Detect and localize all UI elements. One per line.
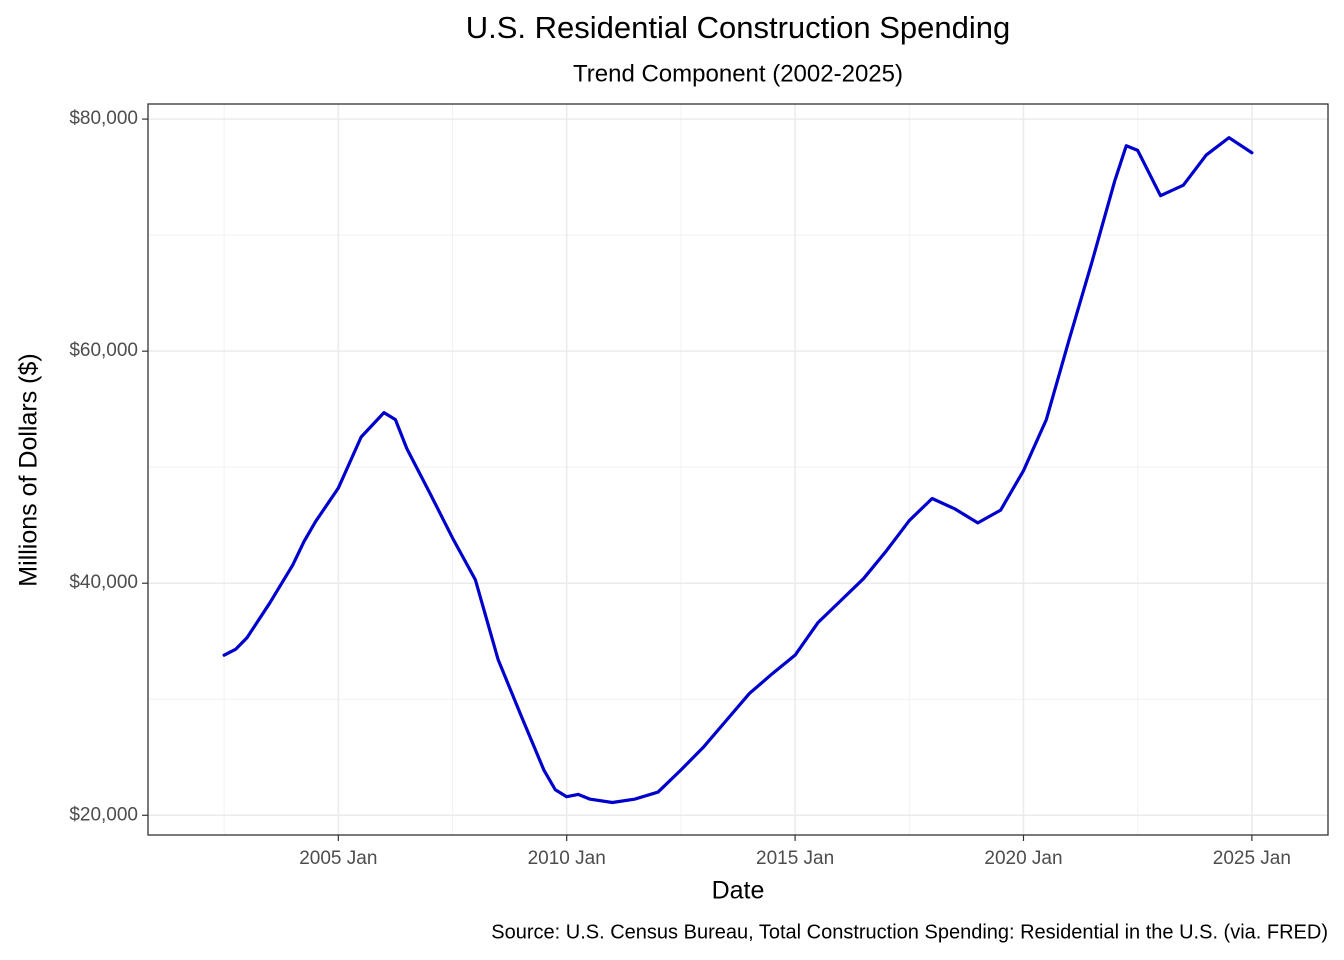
y-tick-label: $40,000 (69, 572, 138, 593)
x-tick-label: 2005 Jan (299, 848, 377, 869)
x-axis-label: Date (712, 877, 765, 905)
y-axis-label: Millions of Dollars ($) (15, 353, 43, 586)
caption: Source: U.S. Census Bureau, Total Constr… (491, 921, 1328, 943)
x-tick-label: 2020 Jan (984, 848, 1062, 869)
x-tick-label: 2015 Jan (756, 848, 834, 869)
chart-subtitle: Trend Component (2002-2025) (573, 60, 903, 87)
data-line (222, 136, 1254, 805)
y-tick-label: $60,000 (69, 340, 138, 361)
chart-title: U.S. Residential Construction Spending (466, 10, 1011, 45)
x-tick-label: 2025 Jan (1213, 848, 1291, 869)
plot-border (147, 103, 1329, 836)
plot-background (148, 104, 1328, 835)
x-tick-label: 2010 Jan (528, 848, 606, 869)
y-tick-label: $80,000 (69, 108, 138, 129)
y-tick-label: $20,000 (69, 804, 138, 825)
